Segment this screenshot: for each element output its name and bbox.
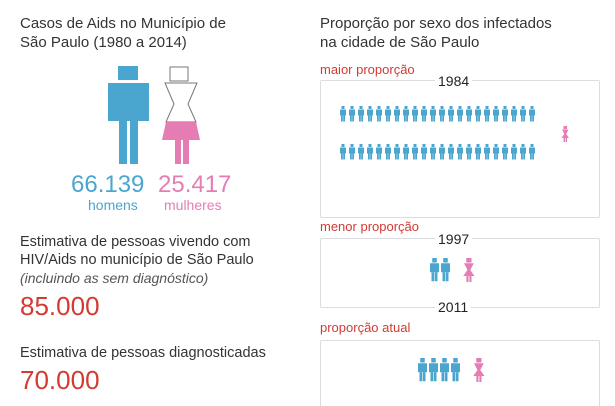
female-icon xyxy=(463,258,475,282)
male-icon xyxy=(484,106,490,122)
year-1997: 1997 xyxy=(435,231,473,247)
female-figure-icon xyxy=(162,66,202,166)
male-icon xyxy=(340,144,346,160)
male-icon xyxy=(448,144,454,160)
male-icon xyxy=(358,144,364,160)
estimate-living-line2: HIV/Aids no município de São Paulo xyxy=(20,252,254,268)
proportion-title-line1: Proporção por sexo dos infectados xyxy=(320,15,552,32)
male-icon xyxy=(451,358,460,382)
male-icon xyxy=(440,358,449,382)
male-icon xyxy=(529,106,535,122)
male-icon xyxy=(520,144,526,160)
male-icon xyxy=(376,106,382,122)
figures-1984 xyxy=(340,106,585,186)
male-icon xyxy=(511,106,517,122)
male-icon xyxy=(403,106,409,122)
section-label-min: menor proporção xyxy=(320,219,419,234)
male-icon xyxy=(430,106,436,122)
figures-1997 xyxy=(428,256,488,290)
male-icon xyxy=(441,258,450,282)
male-icon xyxy=(349,106,355,122)
cases-title-line1: Casos de Aids no Município de xyxy=(20,15,226,32)
male-icon xyxy=(385,144,391,160)
male-icon xyxy=(421,144,427,160)
women-count: 25.417 xyxy=(158,171,232,198)
proportion-box-2011 xyxy=(320,340,600,406)
male-icon xyxy=(475,144,481,160)
male-icon xyxy=(439,144,445,160)
estimate-diagnosed-value: 70.000 xyxy=(20,365,100,395)
male-icon xyxy=(529,144,535,160)
male-icon xyxy=(484,144,490,160)
male-icon xyxy=(511,144,517,160)
section-label-max: maior proporção xyxy=(320,62,415,77)
male-icon xyxy=(430,258,439,282)
male-icon xyxy=(466,106,472,122)
male-icon xyxy=(340,106,346,122)
male-icon xyxy=(457,144,463,160)
male-icon xyxy=(385,106,391,122)
cases-title-line2: São Paulo (1980 a 2014) xyxy=(20,34,187,51)
male-icon xyxy=(493,106,499,122)
men-label: homens xyxy=(88,197,138,213)
estimate-living-note: (incluindo as sem diagnóstico) xyxy=(20,270,209,286)
male-icon xyxy=(349,144,355,160)
female-icon xyxy=(473,358,485,382)
male-icon xyxy=(429,358,438,382)
male-icon xyxy=(394,106,400,122)
male-icon xyxy=(448,106,454,122)
male-icon xyxy=(358,106,364,122)
male-icon xyxy=(502,106,508,122)
male-icon xyxy=(439,106,445,122)
proportion-title-line2: na cidade de São Paulo xyxy=(320,34,480,51)
male-icon xyxy=(421,106,427,122)
male-figure-icon xyxy=(107,66,151,166)
male-icon xyxy=(418,358,427,382)
male-icon xyxy=(367,106,373,122)
male-icon xyxy=(457,106,463,122)
male-icon xyxy=(502,144,508,160)
figures-2011 xyxy=(416,356,496,390)
estimate-diagnosed-line1: Estimativa de pessoas diagnosticadas xyxy=(20,345,266,361)
women-label: mulheres xyxy=(164,197,222,213)
estimate-living-value: 85.000 xyxy=(20,291,100,321)
male-icon xyxy=(493,144,499,160)
section-label-current: proporção atual xyxy=(320,320,411,335)
year-2011: 2011 xyxy=(435,299,472,315)
male-icon xyxy=(394,144,400,160)
male-icon xyxy=(466,144,472,160)
female-icon xyxy=(561,126,569,142)
male-icon xyxy=(412,144,418,160)
men-count: 66.139 xyxy=(71,171,145,198)
year-1984: 1984 xyxy=(435,73,473,89)
male-icon xyxy=(367,144,373,160)
male-icon xyxy=(430,144,436,160)
estimate-living-line1: Estimativa de pessoas vivendo com xyxy=(20,234,251,250)
male-icon xyxy=(376,144,382,160)
male-icon xyxy=(412,106,418,122)
male-icon xyxy=(520,106,526,122)
male-icon xyxy=(475,106,481,122)
male-icon xyxy=(403,144,409,160)
